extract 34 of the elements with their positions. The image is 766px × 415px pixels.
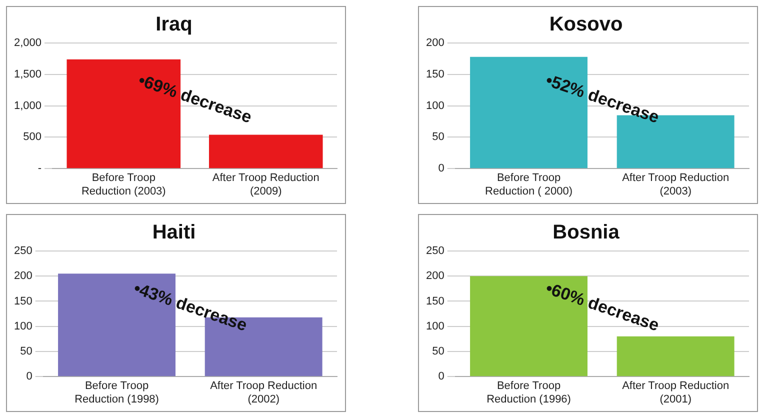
y-tick-label: 200	[426, 37, 444, 50]
x-tick-label: After Troop Reduction (2003)	[622, 172, 730, 198]
y-tick-label: 250	[426, 245, 444, 258]
chart-title: Bosnia	[552, 222, 620, 244]
x-tick-label: Before Troop Reduction (1996)	[486, 380, 571, 406]
y-tick-label: 150	[426, 68, 444, 80]
chart-title: Iraq	[156, 14, 192, 36]
y-tick-label: 100	[426, 100, 444, 112]
y-tick-label: 0	[438, 370, 444, 383]
y-tick-label: 200	[14, 270, 32, 282]
x-tick-label: Before Troop Reduction (1998)	[74, 380, 159, 406]
y-tick-label: 150	[14, 295, 32, 308]
x-tick-label: Before Troop Reduction (2003)	[81, 172, 166, 198]
y-tick-label: 150	[426, 295, 444, 308]
y-tick-label: 100	[14, 320, 32, 332]
x-tick-label: After Troop Reduction (2002)	[210, 380, 318, 406]
x-tick-label: Before Troop Reduction ( 2000)	[485, 172, 572, 198]
y-tick-label: 50	[20, 346, 32, 358]
y-tick-label: 0	[438, 162, 444, 175]
y-tick-label: 1,500	[14, 68, 42, 80]
y-tick-label: 50	[432, 346, 444, 358]
y-tick-label: 1,000	[14, 100, 42, 112]
y-tick-label: 250	[14, 245, 32, 258]
y-tick-label: 2,000	[14, 37, 42, 50]
chart-title: Kosovo	[549, 14, 623, 36]
y-tick-label: 100	[426, 320, 444, 332]
y-tick-label: 50	[432, 131, 444, 144]
chart-title: Haiti	[152, 222, 196, 244]
y-tick-label: -	[38, 162, 42, 175]
y-tick-label: 0	[26, 370, 32, 383]
x-tick-label: After Troop Reduction (2001)	[622, 380, 730, 406]
x-tick-label: After Troop Reduction (2009)	[212, 172, 320, 198]
y-tick-label: 500	[23, 131, 42, 144]
y-tick-label: 200	[426, 270, 444, 282]
